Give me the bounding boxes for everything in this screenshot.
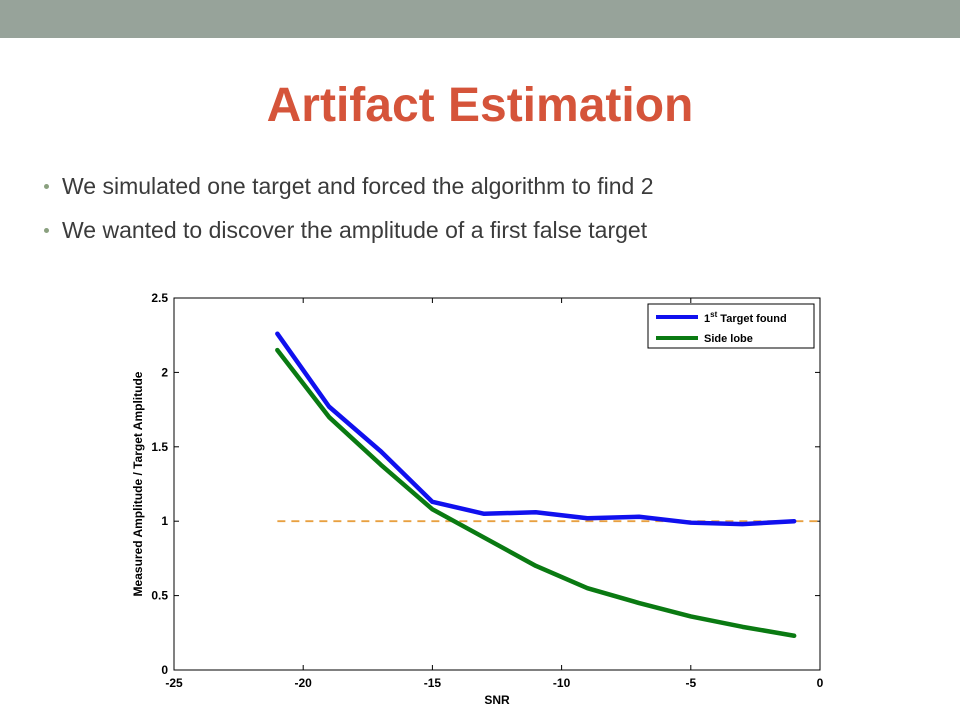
x-tick-label: -5: [685, 676, 696, 690]
y-axis-label: Measured Amplitude / Target Amplitude: [131, 371, 145, 596]
series-layer: [275, 331, 797, 639]
slide-title: Artifact Estimation: [266, 79, 694, 132]
plot-area: [173, 297, 821, 671]
legend-label-series-2: Side lobe: [704, 333, 753, 345]
x-tick-label: -15: [424, 676, 442, 690]
bullet-item: We wanted to discover the amplitude of a…: [44, 216, 654, 244]
y-tick-label: 2: [161, 365, 168, 379]
y-tick-label: 1: [161, 514, 168, 528]
legend-label-main: Side lobe: [704, 333, 753, 345]
bullet-dot-icon: [44, 184, 49, 189]
x-tick-label: -25: [165, 676, 183, 690]
x-tick-label: 0: [817, 676, 824, 690]
legend-box: [647, 303, 815, 349]
series-line-2: [275, 347, 797, 639]
line-chart: -25 -20 -15 -10 -5 0 0 0.5 1 1.5 2 2.5 SNR Measured…: [131, 291, 824, 707]
legend-label-sup: st: [710, 310, 717, 319]
bullet-dot-icon: [44, 228, 49, 233]
bullet-text: We simulated one target and forced the a…: [62, 173, 654, 199]
bullet-list: We simulated one target and forced the a…: [44, 172, 654, 260]
bullet-text: We wanted to discover the amplitude of a…: [62, 217, 648, 243]
legend-label-series-1: 1st Target found: [704, 310, 787, 325]
top-accent-bar: [0, 0, 960, 38]
x-tick-label: -10: [553, 676, 571, 690]
legend: 1st Target found Side lobe: [647, 303, 815, 349]
legend-label-rest: Target found: [717, 313, 786, 325]
y-tick-label: 1.5: [151, 440, 168, 454]
axis-ticks: -25 -20 -15 -10 -5 0 0 0.5 1 1.5 2 2.5: [151, 291, 823, 690]
legend-label-main: 1: [704, 313, 710, 325]
series-line-1: [275, 331, 797, 527]
y-tick-label: 0: [161, 663, 168, 677]
y-tick-label: 0.5: [151, 589, 168, 603]
x-axis-label: SNR: [484, 693, 510, 707]
y-tick-label: 2.5: [151, 291, 168, 305]
x-tick-label: -20: [295, 676, 313, 690]
bullet-item: We simulated one target and forced the a…: [44, 172, 654, 200]
